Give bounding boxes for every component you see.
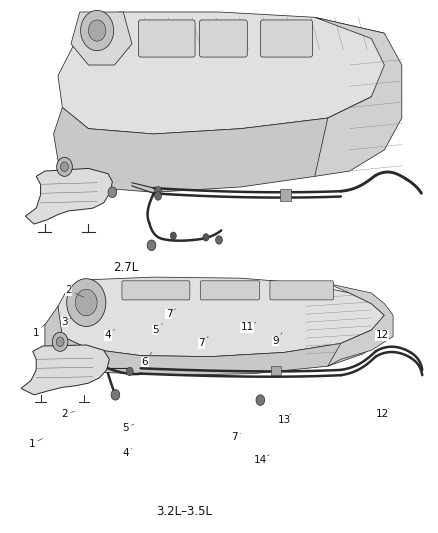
- Text: 7: 7: [166, 309, 176, 319]
- Text: 5: 5: [152, 323, 162, 335]
- Bar: [271, 366, 281, 375]
- Text: 7: 7: [198, 336, 208, 349]
- Text: 5: 5: [122, 423, 134, 433]
- FancyBboxPatch shape: [260, 20, 313, 57]
- Text: 7: 7: [231, 432, 240, 442]
- FancyBboxPatch shape: [199, 20, 247, 57]
- Bar: [280, 189, 291, 201]
- Text: 4: 4: [105, 329, 115, 341]
- FancyBboxPatch shape: [122, 281, 190, 300]
- Polygon shape: [45, 306, 385, 375]
- Circle shape: [108, 187, 117, 198]
- Polygon shape: [328, 284, 393, 366]
- Circle shape: [56, 337, 64, 346]
- Text: 3: 3: [61, 317, 71, 327]
- Circle shape: [75, 289, 97, 316]
- Circle shape: [155, 187, 162, 195]
- Text: 3.2L–3.5L: 3.2L–3.5L: [156, 505, 212, 518]
- Circle shape: [111, 390, 120, 400]
- Circle shape: [256, 395, 265, 406]
- Circle shape: [81, 11, 114, 51]
- Circle shape: [215, 236, 223, 244]
- Polygon shape: [53, 86, 385, 192]
- Text: 12: 12: [375, 409, 389, 419]
- Text: 2.7L: 2.7L: [113, 261, 138, 274]
- Text: 11: 11: [240, 322, 256, 333]
- Text: 6: 6: [142, 352, 152, 367]
- FancyBboxPatch shape: [200, 281, 259, 300]
- Circle shape: [60, 162, 68, 172]
- Circle shape: [203, 233, 209, 241]
- Text: 9: 9: [272, 333, 282, 346]
- Text: 4: 4: [122, 448, 132, 458]
- Circle shape: [147, 240, 156, 251]
- Polygon shape: [71, 12, 132, 65]
- Text: 1: 1: [33, 324, 45, 338]
- Circle shape: [88, 20, 106, 41]
- Text: 12: 12: [375, 330, 389, 341]
- Polygon shape: [25, 168, 113, 224]
- Polygon shape: [315, 17, 402, 176]
- Text: 1: 1: [28, 439, 42, 449]
- Text: 2: 2: [66, 285, 84, 297]
- FancyBboxPatch shape: [138, 20, 195, 57]
- FancyBboxPatch shape: [270, 281, 333, 300]
- Polygon shape: [53, 277, 385, 357]
- Circle shape: [126, 367, 133, 376]
- Circle shape: [52, 332, 68, 351]
- Circle shape: [170, 232, 177, 239]
- Text: 13: 13: [278, 414, 291, 425]
- Text: 2: 2: [61, 409, 75, 419]
- Circle shape: [67, 279, 106, 326]
- Polygon shape: [58, 12, 393, 134]
- Circle shape: [155, 192, 162, 200]
- Text: 14: 14: [254, 455, 269, 465]
- Polygon shape: [21, 345, 110, 395]
- Circle shape: [57, 157, 72, 176]
